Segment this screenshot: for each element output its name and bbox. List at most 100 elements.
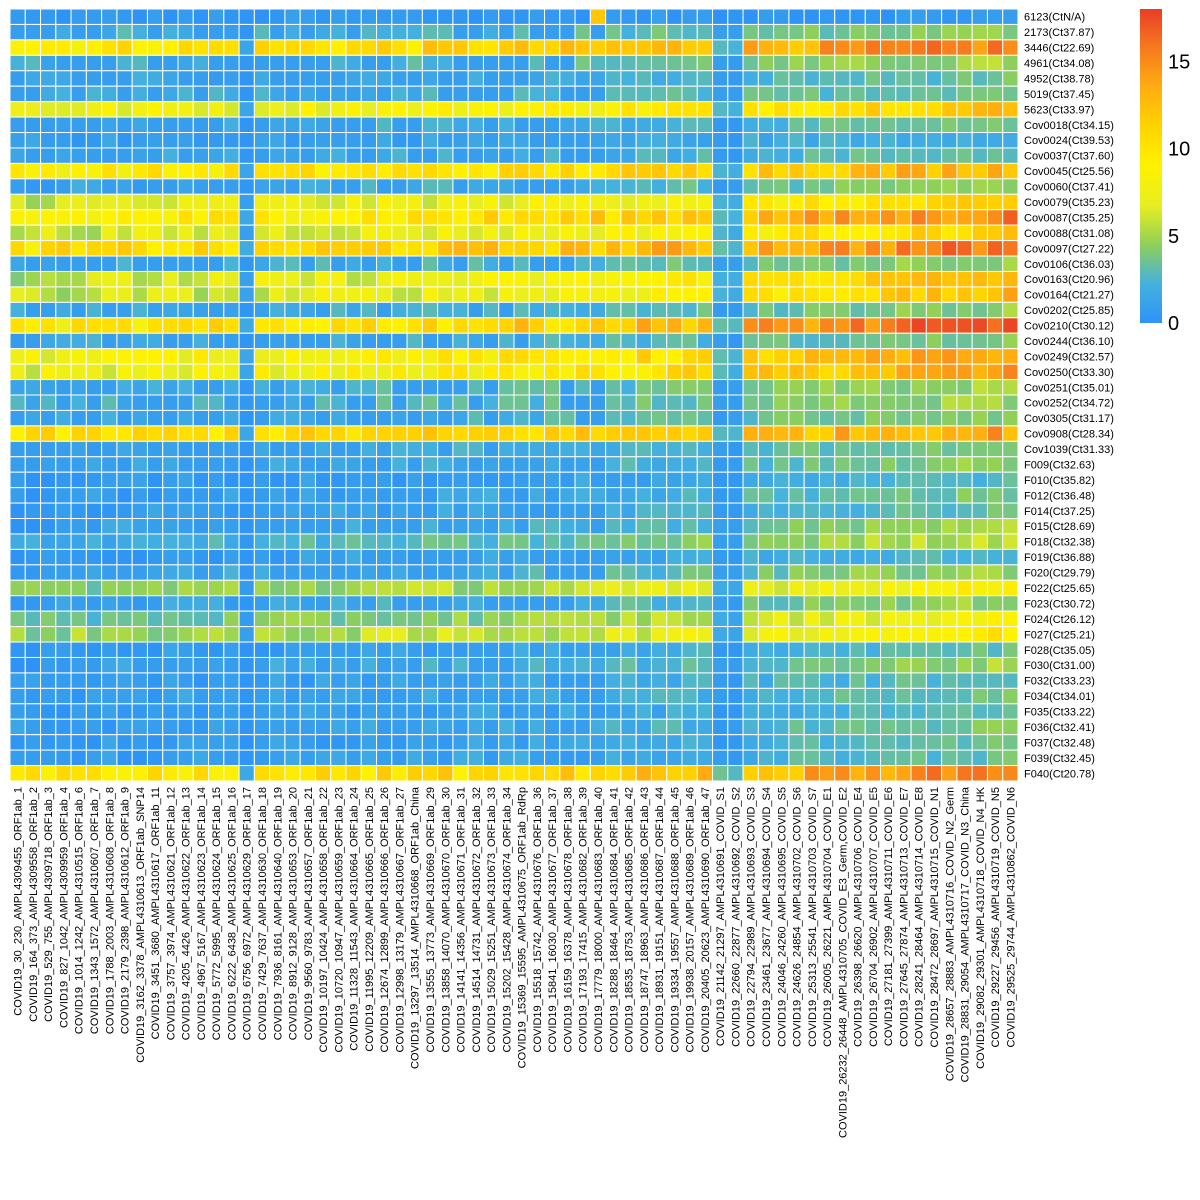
heatmap-cell [146,687,164,705]
heatmap-cell [482,626,500,643]
heatmap-cell [773,687,790,705]
heatmap-cell [101,363,118,381]
heatmap-cell [269,533,286,550]
heatmap-cell [9,734,26,751]
heatmap-cell [559,317,576,334]
heatmap-cell [437,147,454,164]
heatmap-cell [192,85,210,103]
heatmap-cell [40,425,57,442]
heatmap-cell [192,301,210,319]
heatmap-cell [498,301,515,319]
heatmap-cell [314,317,332,334]
heatmap-cell [146,548,164,566]
heatmap-cell [70,765,87,782]
column-label: COVID19_28831_29054_AMPL4310717_COVID_N3… [960,786,972,1082]
heatmap-cell [589,425,607,442]
heatmap-cell [238,209,255,226]
heatmap-cell [299,641,316,658]
heatmap-cell [818,116,836,134]
heatmap-cell [986,456,1004,473]
heatmap-cell [544,703,561,720]
heatmap-cell [192,409,210,427]
heatmap-cell [192,286,210,303]
heatmap-cell [559,348,576,365]
heatmap-cell [452,734,469,751]
heatmap-cell [742,116,759,134]
heatmap-cell [70,39,87,56]
heatmap-cell [589,518,607,535]
heatmap-cell [956,332,973,350]
heatmap-cell [742,734,759,751]
heatmap-cell [284,147,301,164]
heatmap-cell [803,240,820,257]
heatmap-cell [40,487,57,504]
heatmap-cell [574,54,591,72]
heatmap-cell [55,718,72,736]
heatmap-cell [192,332,210,350]
heatmap-cell [620,687,637,705]
heatmap-cell [238,595,255,612]
heatmap-cell [437,548,454,566]
heatmap-cell [482,718,500,736]
heatmap-cell [406,471,423,489]
heatmap-cell [635,286,652,303]
heatmap-cell [620,718,637,736]
heatmap-cell [559,502,576,520]
heatmap-cell [482,502,500,520]
heatmap-cell [299,471,316,489]
column-label: COVID19_22660_22877_AMPL4310692_COVID_S2 [730,787,742,1047]
heatmap-cell [757,626,775,643]
heatmap-cell [559,564,576,581]
heatmap-cell [818,209,836,226]
heatmap-cell [864,209,882,226]
heatmap-cell [9,718,26,736]
heatmap-cell [482,471,500,489]
heatmap-cell [910,54,927,72]
heatmap-cell [925,70,943,87]
heatmap-cell [208,332,225,350]
heatmap-cell [146,286,164,303]
heatmap-cell [223,301,240,319]
heatmap-cell [1002,240,1019,257]
heatmap-cell [192,162,210,180]
heatmap-cell [482,687,500,705]
heatmap-cell [467,286,484,303]
heatmap-cell [925,193,943,211]
heatmap-cell [55,641,72,658]
heatmap-cell [513,471,530,489]
heatmap-cell [376,255,393,272]
heatmap-cell [284,564,301,581]
heatmap-cell [895,209,912,226]
heatmap-cell [1002,579,1019,597]
heatmap-cell [574,70,591,87]
heatmap-cell [849,209,866,226]
heatmap-cell [956,162,973,180]
heatmap-cell [727,224,744,242]
heatmap-cell [528,471,546,489]
heatmap-cell [208,687,225,705]
heatmap-cell [253,626,271,643]
heatmap-cell [116,734,133,751]
heatmap-cell [971,132,988,149]
heatmap-cell [864,101,882,118]
heatmap-cell [773,487,790,504]
heatmap-cell [208,595,225,612]
heatmap-cell [40,656,57,674]
heatmap-cell [177,749,194,767]
heatmap-cell [574,224,591,242]
column-label: COVID19_164_373_AMPL4309558_ORF1ab_2 [28,787,40,1022]
heatmap-cell [941,595,958,612]
heatmap-cell [818,379,836,396]
heatmap-cell [269,178,286,195]
heatmap-cell [421,270,439,288]
heatmap-cell [101,718,118,736]
heatmap-cell [956,85,973,103]
heatmap-cell [605,487,622,504]
heatmap-cell [24,178,42,195]
heatmap-cell [467,101,484,118]
heatmap-cell [452,610,469,628]
heatmap-cell [482,116,500,134]
heatmap-cell [895,610,912,628]
heatmap-cell [284,626,301,643]
heatmap-cell [864,502,882,520]
